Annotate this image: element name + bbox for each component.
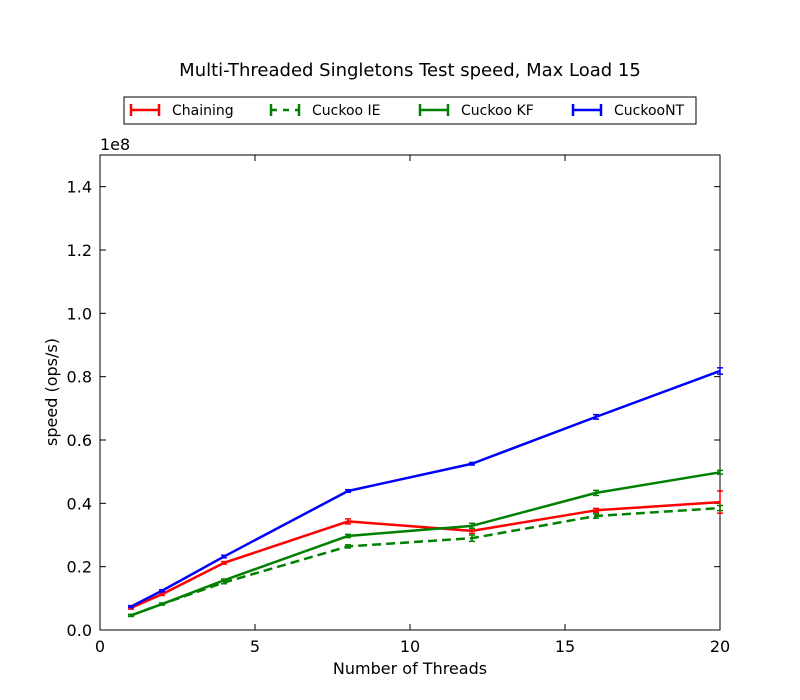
series-cuckoont — [128, 367, 723, 609]
legend-label: Cuckoo IE — [312, 103, 381, 119]
error-bar — [159, 589, 165, 593]
y-tick-label: 1.2 — [67, 241, 92, 260]
error-bar — [717, 367, 723, 375]
error-bar — [469, 522, 475, 530]
legend-label: CuckooNT — [614, 103, 685, 119]
error-bar — [593, 413, 599, 420]
legend-label: Cuckoo KF — [461, 103, 534, 119]
plot-area: 0 5 10 15 20 0.0 0.2 0.4 0.6 0.8 1.0 1.2 1.4 — [67, 154, 730, 656]
legend: Chaining Cuckoo IE Cuckoo KF CuckooNT — [123, 96, 697, 125]
error-bar — [593, 489, 599, 497]
y-tick-label: 0.2 — [67, 558, 92, 577]
y-tick-label: 0.4 — [67, 494, 92, 513]
series-cuckoo-kf — [128, 469, 723, 618]
error-bar — [345, 544, 351, 549]
error-bar — [221, 578, 227, 583]
error-bar — [345, 488, 351, 493]
x-tick-label: 5 — [250, 637, 260, 656]
error-bar — [717, 504, 723, 512]
error-bar — [159, 602, 165, 606]
y-axis-label: speed (ops/s) — [42, 338, 61, 446]
y-tick-label: 1.0 — [67, 304, 92, 323]
y-tick-label: 0.8 — [67, 368, 92, 387]
x-tick-label: 20 — [710, 637, 730, 656]
error-bar — [128, 604, 134, 609]
y-tick-label: 0.6 — [67, 431, 92, 450]
error-bar — [221, 554, 227, 559]
legend-label: Chaining — [172, 103, 234, 119]
chart-title: Multi-Threaded Singletons Test speed, Ma… — [179, 60, 641, 81]
error-bar — [128, 613, 134, 618]
error-bar — [469, 461, 475, 466]
x-axis-label: Number of Threads — [333, 659, 487, 678]
error-bar — [469, 534, 475, 543]
error-bar — [593, 513, 599, 519]
error-bar — [593, 507, 599, 513]
error-bar — [345, 533, 351, 539]
x-tick-label: 15 — [555, 637, 575, 656]
legend-entry: Chaining — [129, 103, 234, 119]
legend-entry: CuckooNT — [571, 103, 685, 119]
error-bar — [221, 560, 227, 565]
legend-entry: Cuckoo IE — [269, 103, 381, 119]
y-tick-label: 0.0 — [67, 621, 92, 640]
error-bar — [345, 518, 351, 525]
y-tick-label: 1.4 — [67, 178, 92, 197]
error-bar — [717, 469, 723, 475]
x-tick-label: 0 — [95, 637, 105, 656]
x-tick-label: 10 — [400, 637, 420, 656]
legend-entry: Cuckoo KF — [418, 103, 534, 119]
y-scale-label: 1e8 — [100, 135, 130, 154]
